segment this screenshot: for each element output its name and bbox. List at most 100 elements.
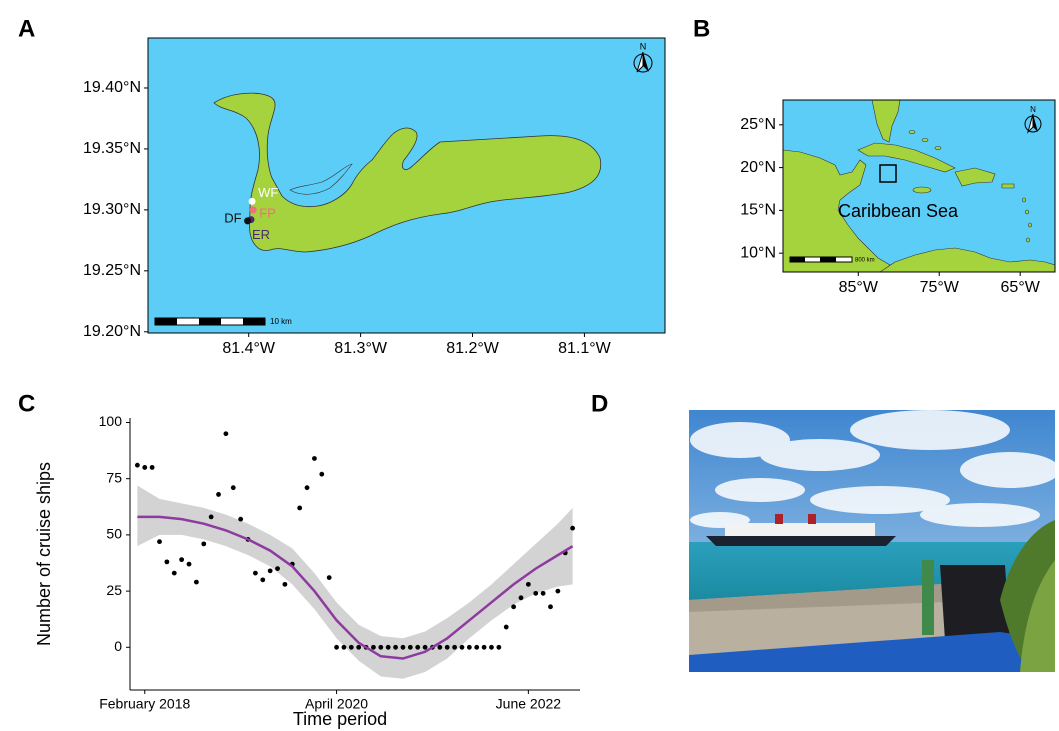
point — [231, 485, 236, 490]
y-tick-label: 19.30°N — [83, 201, 141, 218]
point — [526, 582, 531, 587]
point — [437, 645, 442, 650]
site-label: WF — [258, 185, 278, 200]
point — [194, 580, 199, 585]
point — [187, 562, 192, 567]
x-tick-label: 81.3°W — [334, 340, 388, 357]
point — [297, 506, 302, 511]
y-tick-label: 10°N — [740, 244, 776, 261]
point — [305, 485, 310, 490]
point — [408, 645, 413, 650]
y-tick-label: 19.25°N — [83, 262, 141, 279]
point — [482, 645, 487, 650]
point — [312, 456, 317, 461]
point — [135, 463, 140, 468]
point — [445, 645, 450, 650]
point — [216, 492, 221, 497]
north-label: N — [1030, 105, 1036, 114]
scale-bar — [790, 257, 852, 262]
site-label: DF — [224, 210, 241, 225]
point — [150, 465, 155, 470]
point — [334, 645, 339, 650]
x-tick-label: 65°W — [1001, 279, 1041, 296]
x-tick-label: February 2018 — [99, 696, 190, 712]
x-tick-label: 81.2°W — [446, 340, 500, 357]
point — [386, 645, 391, 650]
site-label: ER — [252, 227, 270, 242]
point — [555, 589, 560, 594]
x-axis-label: Time period — [293, 709, 387, 729]
point — [378, 645, 383, 650]
y-tick-label: 50 — [106, 526, 122, 542]
point — [489, 645, 494, 650]
point — [327, 575, 332, 580]
point — [393, 645, 398, 650]
point — [260, 577, 265, 582]
x-tick-label: 81.4°W — [222, 340, 276, 357]
y-tick-label: 20°N — [740, 159, 776, 176]
sea-label: Caribbean Sea — [838, 201, 959, 221]
panel-label: C — [18, 390, 35, 417]
figure: A B C D 10 km N Caribbean Sea 800 km N T… — [0, 0, 1059, 731]
point — [504, 625, 509, 630]
point — [172, 571, 177, 576]
y-tick-label: 19.40°N — [83, 79, 141, 96]
y-tick-label: 75 — [106, 469, 122, 485]
y-tick-label: 25 — [106, 582, 122, 598]
north-label: N — [640, 41, 647, 51]
site — [249, 198, 256, 205]
point — [548, 604, 553, 609]
y-tick-label: 19.20°N — [83, 323, 141, 340]
site-label: FP — [259, 205, 276, 220]
point — [452, 645, 457, 650]
site — [250, 206, 257, 213]
y-tick-label: 19.35°N — [83, 140, 141, 157]
point — [570, 526, 575, 531]
point — [157, 539, 162, 544]
y-axis-label: Number of cruise ships — [34, 462, 54, 646]
point — [319, 472, 324, 477]
confidence-band — [137, 485, 572, 678]
site — [244, 217, 251, 224]
point — [496, 645, 501, 650]
point — [179, 557, 184, 562]
point — [415, 645, 420, 650]
point — [349, 645, 354, 650]
y-tick-label: 25°N — [740, 116, 776, 133]
scale-label: 10 km — [270, 317, 292, 326]
y-tick-label: 15°N — [740, 202, 776, 219]
point — [283, 582, 288, 587]
point — [474, 645, 479, 650]
point — [460, 645, 465, 650]
panel-label: B — [693, 15, 710, 42]
panel-label: A — [18, 15, 35, 42]
point — [533, 591, 538, 596]
point — [238, 517, 243, 522]
x-tick-label: 75°W — [920, 279, 960, 296]
x-tick-label: April 2020 — [305, 696, 368, 712]
panel-label: D — [591, 390, 608, 417]
point — [371, 645, 376, 650]
point — [519, 595, 524, 600]
x-tick-label: 85°W — [839, 279, 879, 296]
point — [224, 431, 229, 436]
scale-bar — [155, 318, 265, 325]
x-tick-label: June 2022 — [496, 696, 562, 712]
scale-label: 800 km — [855, 258, 875, 264]
point — [268, 568, 273, 573]
point — [209, 515, 214, 520]
point — [356, 645, 361, 650]
point — [142, 465, 147, 470]
point — [401, 645, 406, 650]
point — [511, 604, 516, 609]
point — [164, 559, 169, 564]
photo — [689, 410, 1059, 672]
point — [423, 645, 428, 650]
point — [253, 571, 258, 576]
x-tick-label: 81.1°W — [558, 340, 612, 357]
y-tick-label: 100 — [99, 413, 123, 429]
point — [342, 645, 347, 650]
point — [275, 566, 280, 571]
point — [201, 541, 206, 546]
point — [467, 645, 472, 650]
